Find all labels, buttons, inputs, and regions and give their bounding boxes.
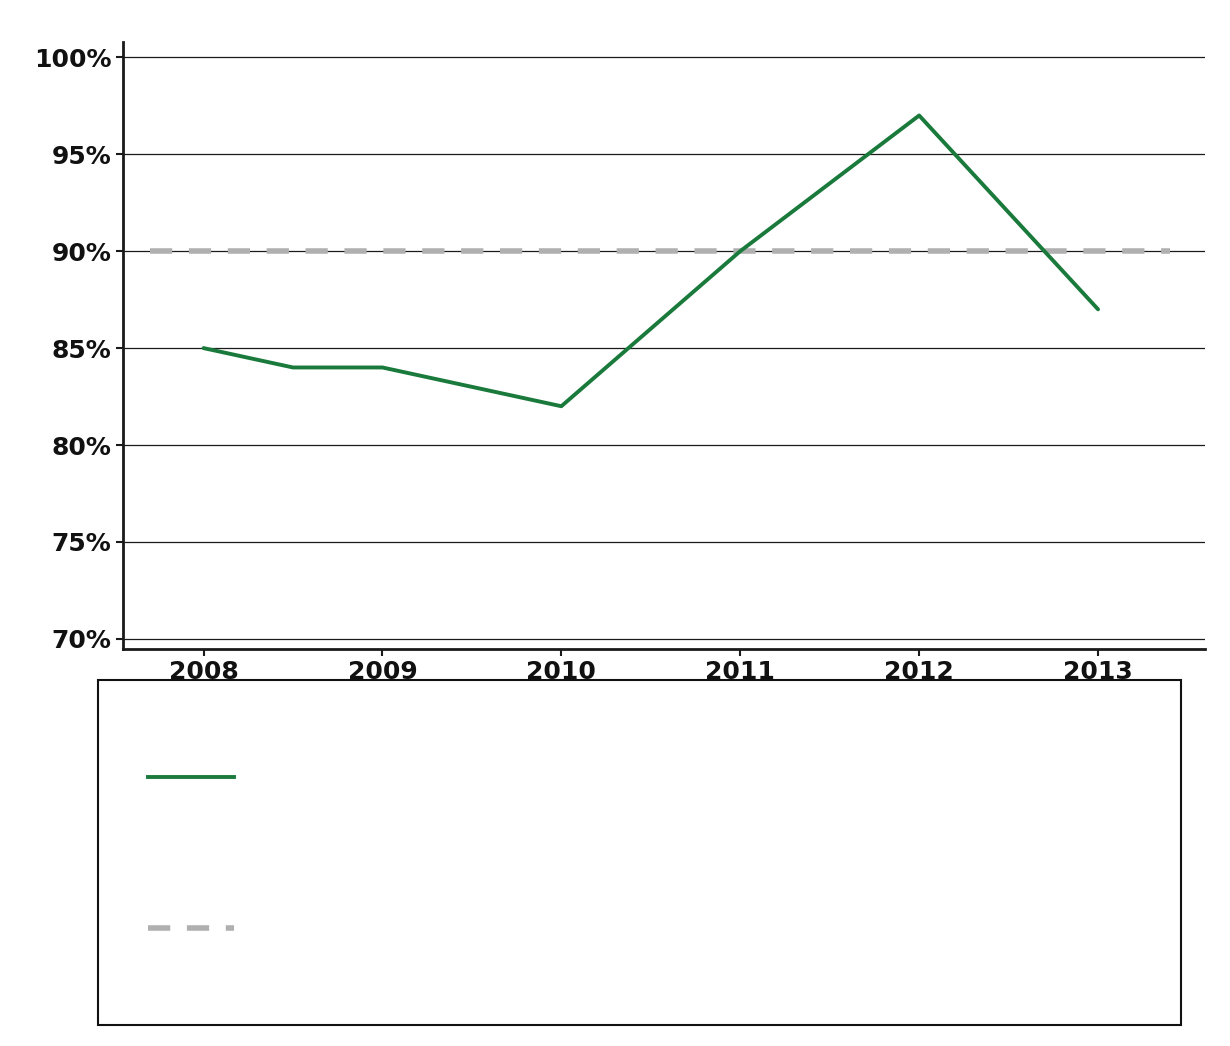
Text: Percentage eerste aanvragen die binnen de (verlengde)
wettelijke termijn zijn af: Percentage eerste aanvragen die binnen d…: [264, 742, 970, 790]
Text: Streefwaarde afhandeling eerste aanvragen binnen
de (verlengde) wettelijke termi: Streefwaarde afhandeling eerste aanvrage…: [264, 894, 915, 942]
